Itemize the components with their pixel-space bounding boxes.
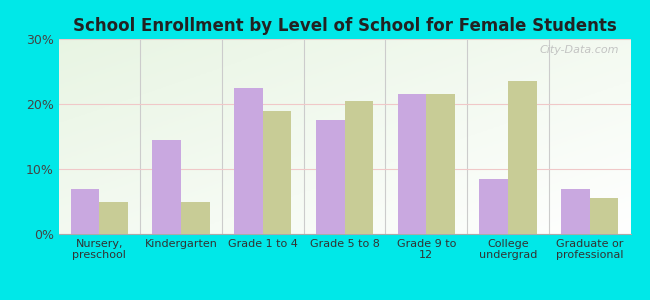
Bar [234, 88, 263, 234]
Bar [344, 101, 373, 234]
Bar [479, 179, 508, 234]
Bar [398, 94, 426, 234]
Bar [181, 202, 210, 234]
Bar [153, 140, 181, 234]
Bar [426, 94, 455, 234]
Bar [561, 188, 590, 234]
Text: City-Data.com: City-Data.com [540, 45, 619, 55]
Bar [99, 202, 128, 234]
Title: School Enrollment by Level of School for Female Students: School Enrollment by Level of School for… [73, 17, 616, 35]
Bar [71, 188, 99, 234]
Bar [316, 120, 344, 234]
Bar [508, 81, 536, 234]
Bar [263, 110, 291, 234]
Bar [590, 198, 618, 234]
